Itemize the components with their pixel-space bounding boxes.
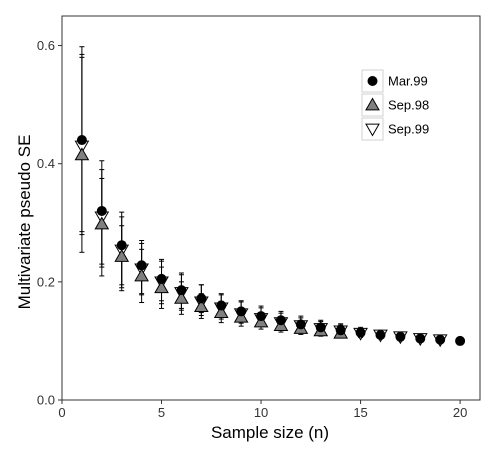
plot-border bbox=[61, 15, 481, 401]
point-mar-99 bbox=[395, 331, 406, 342]
point-mar-99 bbox=[375, 330, 386, 341]
point-sep-98 bbox=[154, 280, 169, 294]
point-mar-99 bbox=[355, 327, 366, 338]
legend-label-sep-99: Sep.99 bbox=[388, 122, 429, 137]
x-tick-label: 20 bbox=[453, 405, 467, 420]
point-mar-99 bbox=[256, 311, 267, 322]
point-sep-98 bbox=[114, 248, 130, 262]
x-axis-title: Sample size (n) bbox=[211, 423, 329, 442]
point-mar-99 bbox=[275, 315, 286, 326]
y-axis-title: Multivariate pseudo SE bbox=[15, 135, 34, 310]
y-tick-label: 0.2 bbox=[37, 274, 55, 289]
point-mar-99 bbox=[136, 260, 147, 271]
legend-marker-sep-99 bbox=[365, 123, 380, 137]
y-tick-label: 0.4 bbox=[37, 156, 55, 171]
point-mar-99 bbox=[415, 333, 426, 344]
y-tick-label: 0.0 bbox=[37, 393, 55, 408]
legend-label-sep-98: Sep.98 bbox=[388, 98, 429, 113]
legend-marker-sep-98 bbox=[365, 97, 380, 111]
point-mar-99 bbox=[176, 285, 187, 296]
point-mar-99 bbox=[435, 334, 446, 345]
point-mar-99 bbox=[455, 335, 466, 346]
point-mar-99 bbox=[96, 205, 107, 216]
point-mar-99 bbox=[236, 306, 247, 317]
point-sep-98 bbox=[233, 309, 249, 323]
point-sep-98 bbox=[94, 216, 110, 230]
legend-marker-mar-99 bbox=[367, 76, 378, 86]
point-mar-99 bbox=[295, 319, 306, 330]
legend-label-mar-99: Mar.99 bbox=[388, 74, 428, 89]
point-mar-99 bbox=[196, 293, 207, 304]
point-mar-99 bbox=[335, 325, 346, 336]
x-tick-label: 5 bbox=[158, 405, 165, 420]
point-sep-98 bbox=[134, 268, 149, 282]
point-mar-99 bbox=[315, 322, 326, 333]
point-mar-99 bbox=[216, 300, 227, 311]
plot-area: 0 5 10 15 20 0.0 0.2 0.4 0.6 Mar.99 Sep.98 Sep.99 bbox=[37, 15, 481, 420]
point-sep-98 bbox=[174, 290, 189, 304]
y-tick-label: 0.6 bbox=[37, 38, 55, 53]
point-sep-98 bbox=[193, 299, 209, 313]
point-mar-99 bbox=[156, 273, 167, 284]
x-tick-label: 15 bbox=[353, 405, 367, 420]
x-tick-label: 10 bbox=[254, 405, 268, 420]
point-mar-99 bbox=[116, 240, 127, 251]
point-mar-99 bbox=[76, 135, 87, 146]
point-sep-98 bbox=[74, 147, 90, 161]
point-sep-98 bbox=[213, 305, 229, 318]
point-sep-98 bbox=[253, 314, 269, 328]
x-tick-label: 0 bbox=[58, 405, 65, 420]
